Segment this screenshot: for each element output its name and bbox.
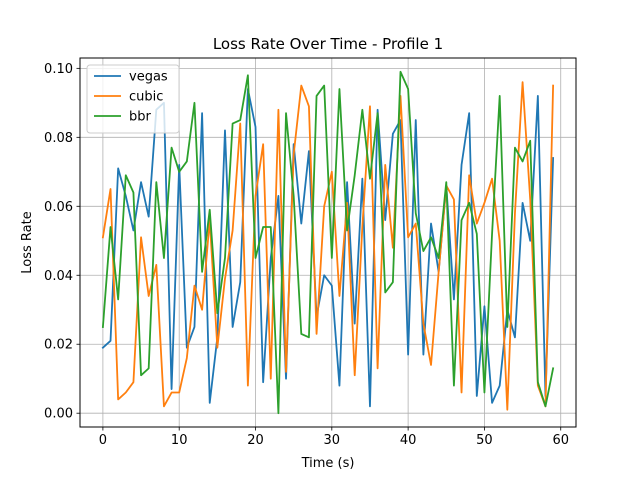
series-lines <box>101 70 555 415</box>
x-axis-label: Time (s) <box>301 456 355 471</box>
y-tick-label: 0.04 <box>44 269 73 284</box>
legend-label-vegas: vegas <box>129 70 168 85</box>
y-tick-label: 0.00 <box>44 407 73 422</box>
x-tick-label: 10 <box>171 433 188 448</box>
x-tick-label: 30 <box>324 433 341 448</box>
legend-label-cubic: cubic <box>129 90 163 105</box>
x-tick-label: 40 <box>400 433 417 448</box>
plot-area-frame <box>79 57 577 428</box>
legend-label-bbr: bbr <box>129 110 152 125</box>
x-tick-label: 20 <box>247 433 264 448</box>
y-axis-ticks: 0.00 0.02 0.04 0.06 0.08 0.10 <box>44 62 80 422</box>
series-line-bbr <box>101 70 555 415</box>
y-axis-label: Loss Rate <box>20 211 35 273</box>
y-tick-label: 0.06 <box>44 200 73 215</box>
x-tick-label: 60 <box>552 433 569 448</box>
y-tick-label: 0.02 <box>44 338 73 353</box>
legend: vegas cubic bbr <box>86 64 180 134</box>
x-tick-label: 0 <box>99 433 107 448</box>
x-tick-label: 50 <box>476 433 493 448</box>
x-axis-ticks: 0 10 20 30 40 50 60 <box>99 427 569 448</box>
y-tick-label: 0.10 <box>44 62 73 77</box>
chart-title: Loss Rate Over Time - Profile 1 <box>213 35 443 53</box>
y-tick-label: 0.08 <box>44 131 73 146</box>
series-line-vegas <box>101 88 555 408</box>
